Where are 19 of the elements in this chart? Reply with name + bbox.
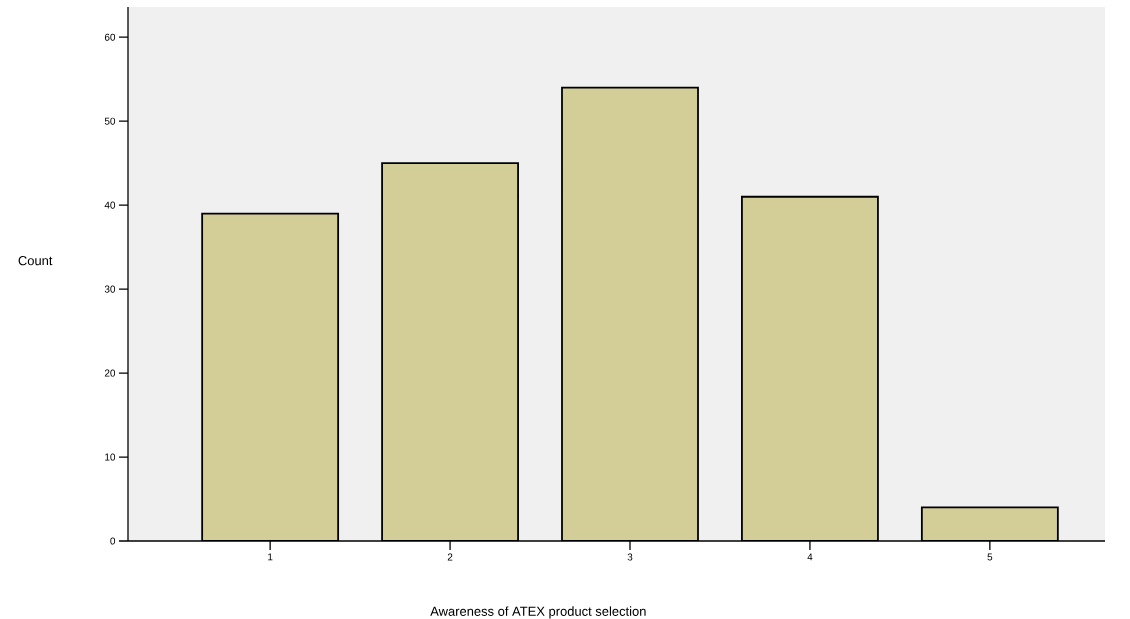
- x-tick-label: 5: [987, 553, 993, 561]
- x-tick-label: 1: [268, 553, 273, 561]
- bar: [561, 86, 699, 541]
- x-axis-title: Awareness of ATEX product selection: [430, 606, 646, 619]
- bar: [381, 162, 519, 541]
- y-tick-label: 60: [104, 33, 116, 41]
- y-tick-label: 50: [104, 117, 116, 125]
- y-axis-title: Count: [18, 256, 53, 266]
- bar: [741, 195, 879, 541]
- x-tick-label: 2: [447, 553, 453, 561]
- x-tick-label: 3: [627, 553, 633, 561]
- y-tick-label: 30: [104, 285, 116, 293]
- y-tick-label: 0: [110, 537, 116, 545]
- x-tick-label: 4: [807, 553, 813, 561]
- bar: [201, 212, 340, 541]
- y-tick-label: 10: [105, 453, 116, 461]
- bar: [920, 506, 1059, 541]
- y-tick-label: 40: [104, 201, 116, 209]
- y-tick-label: 20: [104, 369, 116, 377]
